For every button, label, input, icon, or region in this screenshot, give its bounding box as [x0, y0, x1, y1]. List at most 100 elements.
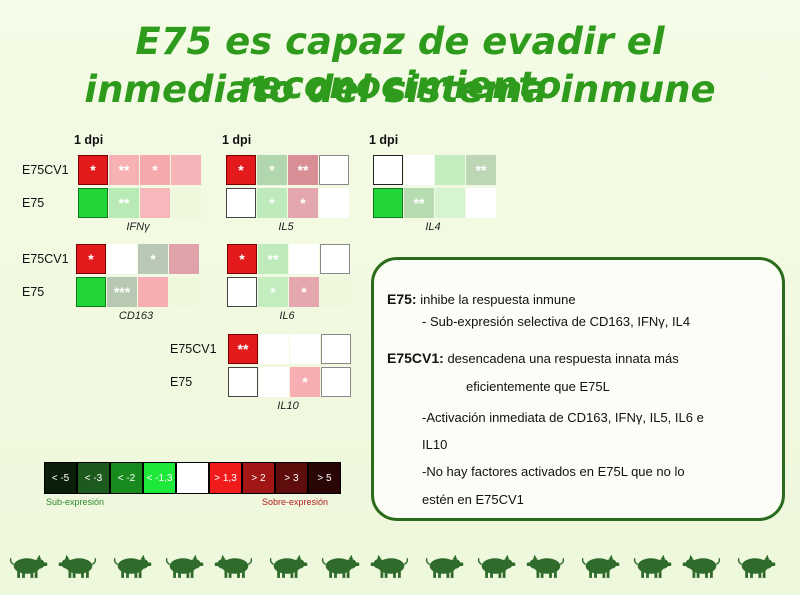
heatmap-cell	[78, 188, 108, 218]
pig-icon	[214, 551, 254, 587]
heatmap-cell	[227, 277, 257, 307]
heatmap-cell	[228, 367, 258, 397]
legend-cell: < -1,3	[143, 462, 176, 494]
legend-sub-caption: Sub-expresión	[46, 497, 105, 507]
cv1-line: E75CV1: desencadena una respuesta innata…	[387, 350, 679, 366]
dpi-label: 1 dpi	[74, 133, 104, 147]
pig-icon	[318, 551, 360, 587]
row-label: E75	[22, 285, 45, 299]
pig-icon	[6, 551, 48, 587]
heatmap-cell: **	[109, 155, 139, 185]
heatmap-cell	[76, 277, 106, 307]
heatmap-cell	[169, 277, 199, 307]
row-label: E75	[170, 375, 193, 389]
pig-icon	[266, 551, 308, 587]
pig-icon	[682, 551, 722, 587]
heatmap-cell: *	[226, 155, 256, 185]
heatmap-cell	[140, 188, 170, 218]
pig-icon	[58, 551, 98, 587]
dpi-label: 1 dpi	[222, 133, 252, 147]
heatmap-cell	[321, 334, 351, 364]
legend-cell: > 3	[275, 462, 308, 494]
heatmap-cell	[373, 188, 403, 218]
gene-label: IFNγ	[126, 221, 150, 233]
heatmap-cell	[319, 188, 349, 218]
heatmap-cell	[466, 188, 496, 218]
legend-cell: < -3	[77, 462, 110, 494]
heatmap-cell: **	[288, 155, 318, 185]
bullet-1a: -Activación inmediata de CD163, IFNγ, IL…	[422, 410, 704, 425]
heatmap-cell	[259, 367, 289, 397]
e75-head: E75:	[387, 291, 417, 307]
pig-icon	[370, 551, 410, 587]
heatmap-cell: *	[290, 367, 320, 397]
gene-label: IL10	[277, 400, 299, 412]
gene-label: CD163	[118, 310, 154, 322]
pig-icon	[422, 551, 464, 587]
pig-icon	[630, 551, 672, 587]
legend-cell: > 2	[242, 462, 275, 494]
heatmap-cell	[259, 334, 289, 364]
pig-icon	[734, 551, 776, 587]
gene-label: IL4	[425, 221, 441, 233]
heatmap-cell: **	[466, 155, 496, 185]
heatmap-cell	[320, 277, 350, 307]
heatmap-cell	[321, 367, 351, 397]
legend-cell	[176, 462, 209, 494]
heatmap-cell	[320, 244, 350, 274]
heatmap-cell	[373, 155, 403, 185]
title-line-2: inmediato del sistema inmune	[84, 68, 716, 111]
heatmap-cell	[169, 244, 199, 274]
heatmap-cell	[171, 188, 201, 218]
gene-label: IL5	[278, 221, 294, 233]
heatmap-cell	[319, 155, 349, 185]
heatmap-cell	[171, 155, 201, 185]
pig-icon	[162, 551, 204, 587]
heatmap-cell: *	[257, 155, 287, 185]
pig-icon	[578, 551, 620, 587]
cv1-head: E75CV1:	[387, 350, 444, 366]
row-label: E75CV1	[22, 163, 69, 177]
row-label: E75CV1	[170, 342, 217, 356]
heatmap-cell: *	[76, 244, 106, 274]
row-label: E75	[22, 196, 45, 210]
legend-cell: < -2	[110, 462, 143, 494]
heatmap-cell: *	[78, 155, 108, 185]
heatmap-cell: *	[257, 188, 287, 218]
heatmap-cell: *	[289, 277, 319, 307]
heatmap-cell	[289, 244, 319, 274]
heatmap-cell: ***	[107, 277, 137, 307]
heatmap-cell: *	[140, 155, 170, 185]
cv1-text-2: eficientemente que E75L	[466, 379, 610, 394]
gene-label: IL6	[279, 310, 295, 322]
bullet-2a: -No hay factores activados en E75L que n…	[422, 464, 685, 479]
heatmap-cell	[290, 334, 320, 364]
pig-icon	[526, 551, 566, 587]
pig-icon	[474, 551, 516, 587]
heatmap-cell: **	[228, 334, 258, 364]
dpi-label: 1 dpi	[369, 133, 399, 147]
e75-text: inhibe la respuesta inmune	[420, 292, 576, 307]
heatmap-cell: **	[404, 188, 434, 218]
heatmap-cell: *	[258, 277, 288, 307]
title-line-1: E75 es capaz de evadir el reconocimiento	[135, 20, 665, 107]
heatmap-cell	[226, 188, 256, 218]
heatmap-cell: *	[288, 188, 318, 218]
heatmap-cell	[435, 155, 465, 185]
bullet-1b: IL10	[422, 437, 448, 452]
legend-cell: < -5	[44, 462, 77, 494]
summary-box	[371, 257, 785, 521]
e75-sub: - Sub-expresión selectiva de CD163, IFNγ…	[422, 314, 691, 329]
legend-cell: > 1,3	[209, 462, 242, 494]
heatmap-cell: **	[109, 188, 139, 218]
heatmap-cell	[107, 244, 137, 274]
e75-line: E75: inhibe la respuesta inmune	[387, 291, 576, 307]
heatmap-cell: *	[227, 244, 257, 274]
row-label: E75CV1	[22, 252, 69, 266]
legend-cell: > 5	[308, 462, 341, 494]
heatmap-cell	[138, 277, 168, 307]
legend-sobre-caption: Sobre-expresión	[262, 497, 329, 507]
heatmap-cell: *	[138, 244, 168, 274]
bullet-2b: estén en E75CV1	[422, 492, 524, 507]
heatmap-cell	[404, 155, 434, 185]
